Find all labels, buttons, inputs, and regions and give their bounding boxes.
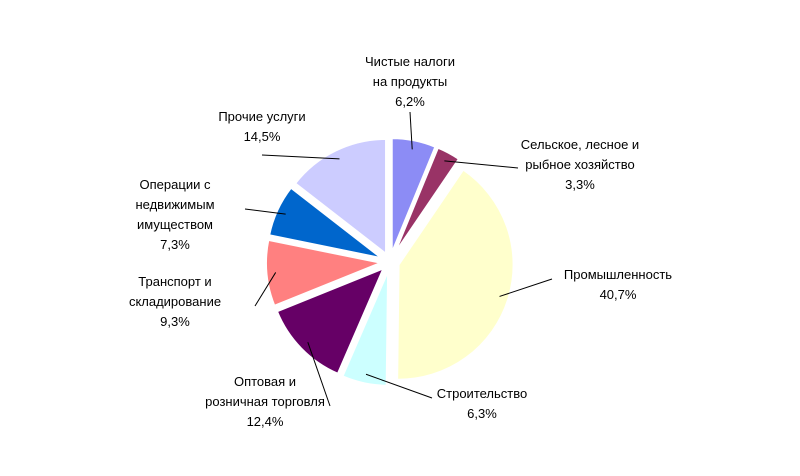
leader-line [307, 341, 331, 407]
slice-label: Строительство [437, 386, 527, 401]
slice-label: Промышленность [564, 267, 672, 282]
slice-label: Операции с недвижимым имуществом [135, 177, 214, 232]
leader-line [244, 208, 286, 215]
slice-label: Сельское, лесное и рыбное хозяйство [521, 137, 639, 172]
slice-label: Прочие услуги [218, 109, 305, 124]
leader-line [261, 154, 340, 160]
value-label: 3,3% [565, 177, 595, 192]
leader-line [444, 160, 519, 169]
pie-slice [396, 168, 515, 381]
slice-label: Транспорт и складирование [129, 274, 221, 309]
slice-label: Чистые налоги на продукты [365, 54, 455, 89]
leader-line [499, 278, 553, 297]
leader-line [409, 111, 413, 150]
value-label: 7,3% [160, 237, 190, 252]
pie-slice [293, 137, 388, 256]
slice-label: Оптовая и розничная торговля [205, 374, 325, 409]
value-label: 9,3% [160, 314, 190, 329]
value-label: 12,4% [247, 414, 284, 429]
pie-slice [265, 238, 385, 308]
pie-slice [341, 270, 390, 387]
pie-slice [390, 137, 437, 254]
leader-line [365, 373, 433, 399]
leader-line [254, 272, 277, 307]
pie-slice [267, 186, 383, 260]
value-label: 6,2% [395, 94, 425, 109]
pie-slice [393, 146, 461, 255]
value-label: 40,7% [600, 287, 637, 302]
value-label: 6,3% [467, 406, 497, 421]
pie-slice [275, 266, 386, 376]
value-label: 14,5% [244, 129, 281, 144]
